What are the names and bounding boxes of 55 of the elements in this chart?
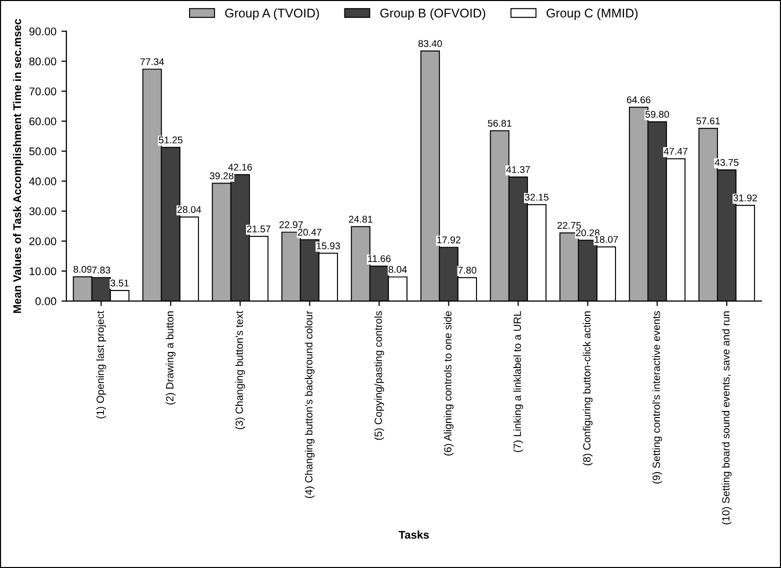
text: 41.37 (506, 166, 530, 174)
text: 20.28 (576, 229, 600, 236)
text: 77.34 (140, 58, 164, 66)
text: 8.09 (74, 266, 92, 273)
text: 57.61 (696, 117, 720, 124)
x-tick-label: (3) Changing button's text (235, 310, 246, 430)
x-tick-label: (6) Aligning controls to one side (444, 311, 454, 456)
text: 21.57 (247, 225, 270, 232)
x-tick-label: (8) Configuring button-click action (582, 311, 593, 466)
text: 7.80 (458, 266, 476, 274)
text: 47.47 (664, 148, 688, 155)
y-tick-label: 60.00 (29, 117, 56, 126)
text: 7.83 (92, 266, 110, 274)
y-tick-label: 30.00 (29, 207, 56, 216)
y-tick-label: 80.00 (29, 57, 56, 66)
y-tick-label: 90.00 (29, 28, 56, 36)
text: 39.28 (210, 172, 234, 180)
legend-label: Group B (OFVOID) (380, 8, 486, 20)
y-tick-label: 10.00 (30, 267, 56, 276)
text: 20.47 (298, 228, 322, 236)
text: 18.07 (594, 236, 618, 243)
y-tick-label: 0.00 (35, 297, 56, 306)
text: 56.81 (488, 120, 512, 127)
text: 8.04 (388, 266, 407, 273)
text: 43.75 (714, 159, 738, 166)
text: 17.92 (437, 236, 460, 244)
text: 83.40 (418, 40, 442, 48)
text: 3.51 (110, 280, 129, 287)
y-tick-label: 40.00 (29, 177, 56, 186)
text: 42.16 (228, 164, 252, 171)
legend-label: Group A (TVOID) (225, 8, 319, 20)
text: 64.66 (627, 96, 650, 104)
text: 11.66 (368, 255, 391, 262)
text: 59.80 (645, 110, 669, 118)
x-tick-label: (5) Copying/pasting controls (374, 311, 384, 440)
x-tick-label: (7) Linking a linklabel to a URL (513, 311, 524, 452)
text: 31.92 (733, 194, 757, 202)
y-tick-label: 50.00 (29, 147, 56, 156)
y-tick-label: 70.00 (29, 87, 56, 96)
text: 28.04 (178, 206, 202, 213)
text: 24.81 (348, 216, 372, 223)
text: 51.25 (158, 136, 182, 144)
x-tick-label: (2) Drawing a button (166, 311, 176, 404)
text: 22.97 (279, 221, 303, 228)
x-tick-label: (1) Opening last project (96, 310, 106, 418)
text: 22.75 (557, 222, 581, 229)
legend-label: Group C (MMID) (546, 8, 638, 20)
text: 32.15 (524, 194, 548, 201)
x-tick-label: (9) Setting control's interactive events (652, 311, 662, 484)
x-tick-label: (10) Setting board sound events, save and run (722, 311, 732, 524)
y-tick-label: 20.00 (29, 237, 56, 246)
y-axis-title: Mean Values of Task Accomplishment Time in sec.msec (12, 18, 24, 313)
text: 15.93 (316, 242, 340, 250)
x-axis-title: Tasks (398, 530, 429, 539)
x-tick-label: (4) Changing button's background colour (304, 310, 315, 498)
